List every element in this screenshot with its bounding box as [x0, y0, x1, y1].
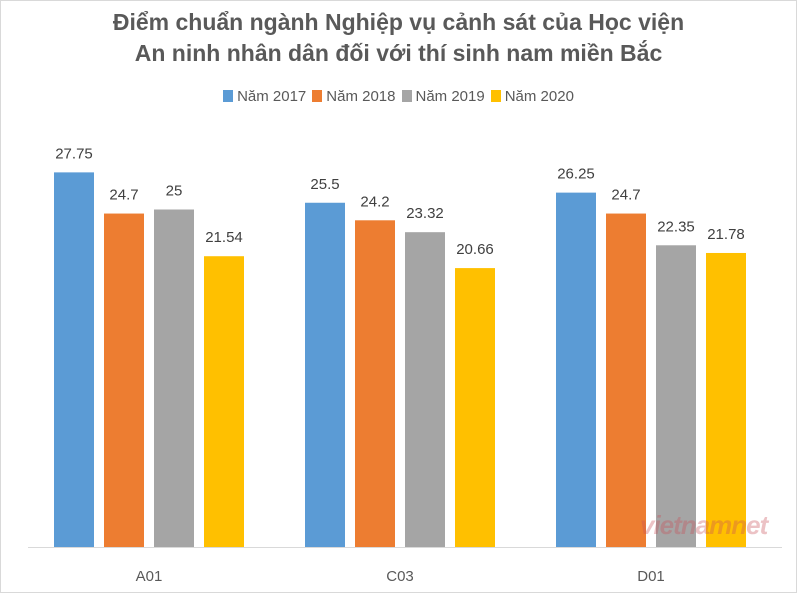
x-tick-label: C03 [386, 568, 414, 585]
legend-swatch [490, 90, 501, 102]
bar [606, 213, 646, 548]
watermark-logo: vietnamnet [640, 510, 768, 540]
data-label: 24.7 [109, 187, 138, 204]
data-label: 24.2 [360, 193, 389, 210]
bar [104, 213, 144, 548]
data-label: 25.5 [310, 176, 339, 193]
bar [656, 245, 696, 547]
legend-item: Năm 2020 [490, 88, 574, 105]
bar [54, 172, 94, 547]
data-label: 20.66 [456, 241, 494, 258]
legend-swatch [223, 90, 234, 102]
data-label: 23.32 [406, 205, 444, 222]
bar [355, 220, 395, 548]
data-label: 24.7 [611, 187, 640, 204]
legend-item: Năm 2019 [401, 88, 485, 105]
legend-swatch [401, 90, 412, 102]
legend-label: Năm 2017 [237, 88, 307, 105]
title-line-1: Điểm chuẩn ngành Nghiệp vụ cảnh sát của … [112, 9, 685, 35]
chart-title: Điểm chuẩn ngành Nghiệp vụ cảnh sát của … [0, 7, 797, 69]
legend-swatch [312, 90, 323, 102]
legend-item: Năm 2018 [312, 88, 396, 105]
legend-label: Năm 2020 [504, 88, 574, 105]
data-label: 27.75 [55, 145, 93, 162]
bar [154, 209, 194, 547]
bar [455, 268, 495, 547]
data-label: 21.78 [707, 226, 745, 243]
bar [204, 256, 244, 547]
data-label: 25 [166, 183, 183, 200]
data-label: 21.54 [205, 229, 243, 246]
data-label: 22.35 [657, 218, 695, 235]
title-line-2: An ninh nhân dân đối với thí sinh nam mi… [134, 40, 663, 66]
legend-label: Năm 2019 [415, 88, 485, 105]
bar [706, 252, 746, 547]
x-tick-label: D01 [637, 568, 665, 585]
bar [405, 232, 445, 547]
bar [305, 202, 345, 547]
legend-label: Năm 2018 [326, 88, 396, 105]
bar [556, 192, 596, 547]
legend-item: Năm 2017 [223, 88, 306, 105]
data-label: 26.25 [557, 166, 595, 183]
legend: Năm 2017 Năm 2018 Năm 2019 Năm 2020 [0, 88, 797, 105]
x-tick-label: A01 [136, 568, 163, 585]
